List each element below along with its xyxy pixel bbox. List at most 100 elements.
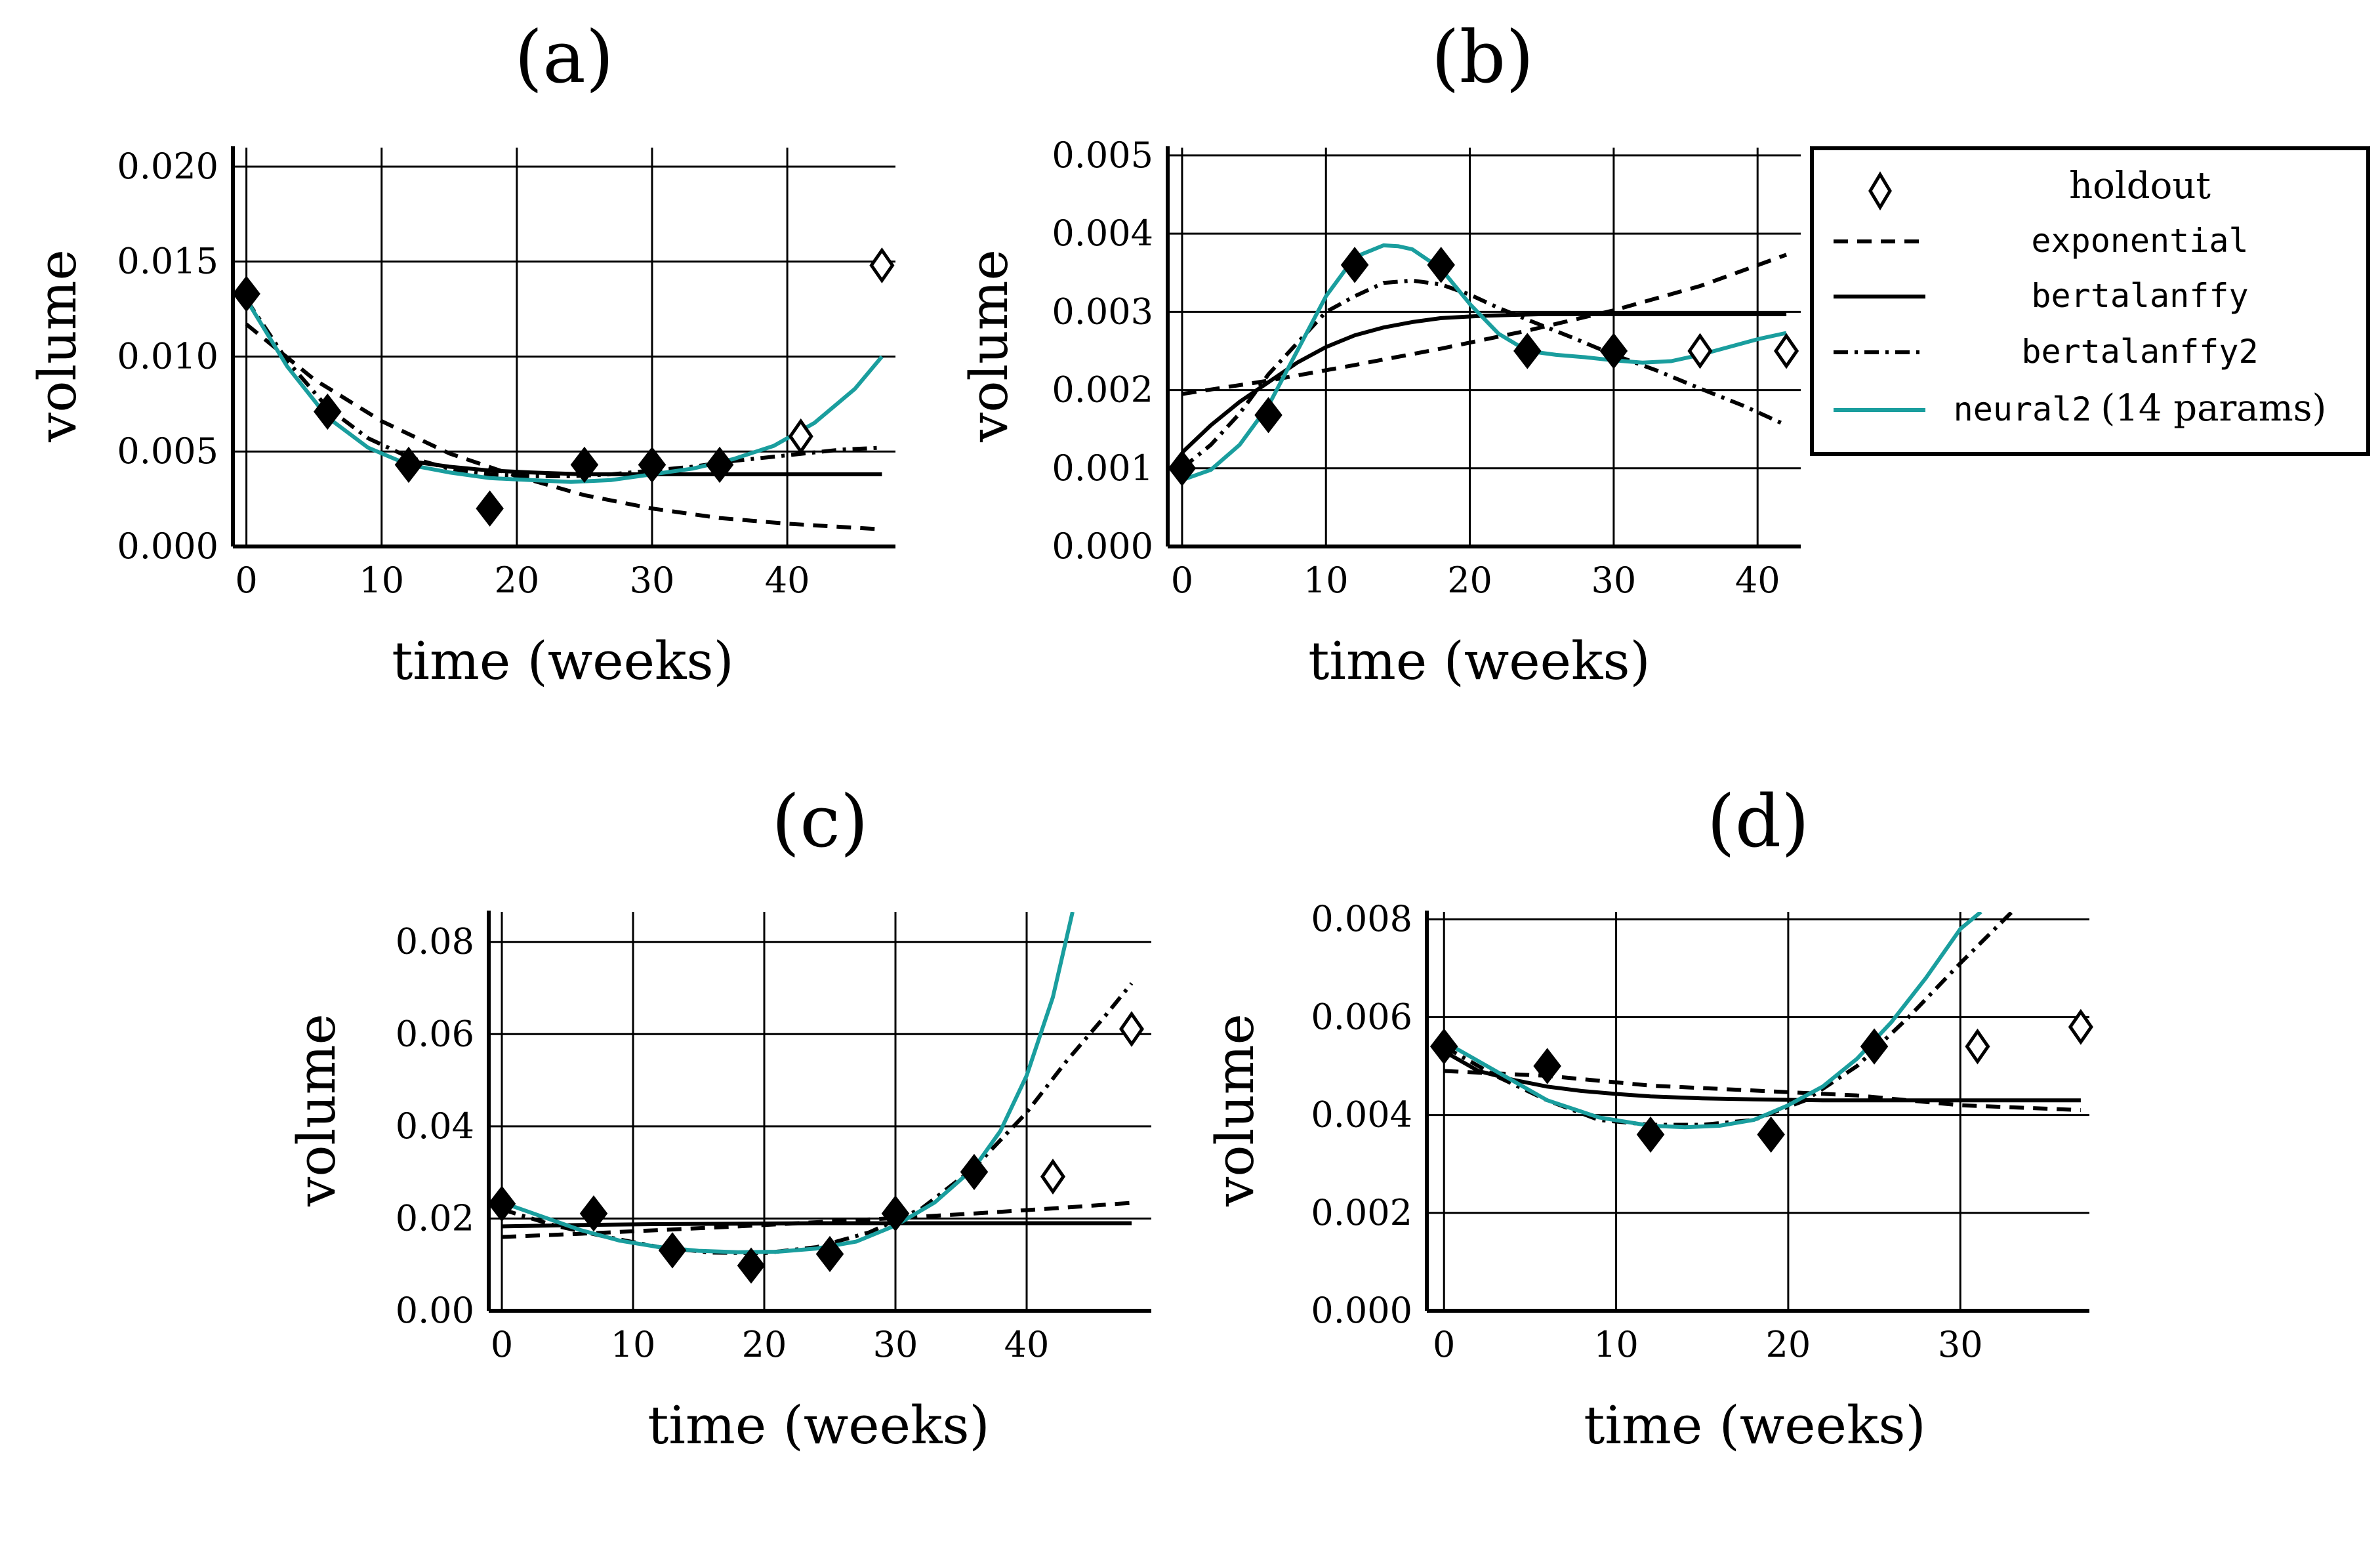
panel-b-bertalanffy2-curve bbox=[1181, 278, 1788, 470]
panel-c-ylabel: volume bbox=[286, 1014, 347, 1207]
panel-d: (d) 0 10 20 30 0.000 0.002 0.004 0.006 0.008 tim… bbox=[1204, 779, 2093, 1456]
panel-d-title: (d) bbox=[1707, 779, 1809, 863]
panel-c-markers bbox=[487, 1011, 1145, 1284]
legend-holdout-marker bbox=[1868, 171, 1892, 211]
panel-c-xtick-label-1: 10 bbox=[611, 1324, 656, 1365]
panel-c-ytick-label-2: 0.04 bbox=[396, 1105, 474, 1147]
panel-a-exponential-curve bbox=[245, 322, 882, 531]
panel-d-axes bbox=[1425, 911, 2089, 1313]
panel-a-xtick-label-2: 20 bbox=[494, 560, 539, 601]
panel-c-observed-point-3 bbox=[737, 1247, 766, 1284]
panel-a-title: (a) bbox=[514, 15, 613, 99]
panel-d-ytick-label-1: 0.002 bbox=[1311, 1192, 1412, 1233]
panel-d-xtick-label-2: 20 bbox=[1766, 1324, 1811, 1365]
legend-exponential-label: exponential bbox=[2031, 222, 2248, 260]
panel-a-ytick-label-0: 0.000 bbox=[117, 525, 218, 567]
panel-b-ticks: 0 10 20 30 40 0.000 0.001 0.002 0.003 0.004 0.005 bbox=[1052, 134, 1780, 601]
panel-b-observed-point-5 bbox=[1599, 333, 1628, 369]
panel-c-xtick-label-4: 40 bbox=[1004, 1324, 1050, 1365]
legend-neural2-name: neural2 bbox=[1954, 390, 2092, 428]
panel-c-observed-point-1 bbox=[579, 1195, 608, 1232]
panel-a-ylabel: volume bbox=[27, 249, 88, 443]
panel-d-grid bbox=[1427, 912, 2089, 1311]
panel-d-xtick-label-0: 0 bbox=[1433, 1324, 1455, 1365]
panel-a-axes bbox=[231, 146, 895, 548]
panel-c-bertalanffy2-curve bbox=[501, 982, 1134, 1256]
panel-c-series bbox=[501, 912, 1134, 1256]
panel-c-ytick-label-1: 0.02 bbox=[396, 1197, 474, 1239]
panel-c-xtick-label-3: 30 bbox=[873, 1324, 918, 1365]
panel-d-ytick-label-2: 0.004 bbox=[1311, 1094, 1412, 1136]
panel-b-ytick-label-2: 0.002 bbox=[1052, 369, 1153, 411]
panel-b-xtick-label-0: 0 bbox=[1171, 560, 1193, 601]
panel-b-holdout-point-1 bbox=[1774, 333, 1799, 369]
panel-c: (c) 0 10 20 30 40 0.00 0.02 0.04 0.06 0.08 time (… bbox=[286, 779, 1151, 1456]
panel-d-ytick-label-0: 0.000 bbox=[1311, 1290, 1412, 1331]
panel-b-observed-point-2 bbox=[1340, 247, 1369, 283]
panel-b-observed-point-4 bbox=[1513, 333, 1542, 369]
panel-d-xlabel: time (weeks) bbox=[1584, 1395, 1925, 1456]
panel-c-axes bbox=[487, 911, 1151, 1313]
panel-d-xtick-label-1: 10 bbox=[1593, 1324, 1639, 1365]
panel-c-observed-point-2 bbox=[658, 1232, 687, 1269]
panel-c-observed-point-4 bbox=[815, 1235, 844, 1273]
panel-d-ytick-label-4: 0.008 bbox=[1311, 898, 1412, 939]
panel-a-observed-point-1 bbox=[314, 393, 342, 430]
panel-c-holdout-point-0 bbox=[1040, 1159, 1066, 1195]
panel-c-title: (c) bbox=[771, 779, 868, 863]
panel-d-xtick-label-3: 30 bbox=[1938, 1324, 1983, 1365]
legend: holdout exponential bertalanffy bertalan… bbox=[1810, 146, 2370, 456]
panel-a-bertalanffy2-curve bbox=[245, 298, 882, 478]
panel-b-ytick-label-5: 0.005 bbox=[1052, 134, 1153, 176]
panel-a-observed-point-2 bbox=[394, 446, 423, 484]
panel-b-xtick-label-4: 40 bbox=[1735, 560, 1780, 601]
panel-b-holdout-point-0 bbox=[1687, 333, 1713, 369]
panel-c-neural2-curve bbox=[501, 912, 1075, 1254]
panel-a-holdout-point-1 bbox=[869, 247, 895, 283]
panel-d-markers bbox=[1429, 1008, 2093, 1153]
panel-a-ticks: 0 10 20 30 40 0.000 0.005 0.010 0.015 0.020 bbox=[117, 146, 810, 601]
legend-neural2-params: (14 params) bbox=[2101, 387, 2326, 430]
panel-b-observed-point-3 bbox=[1427, 247, 1455, 283]
panel-a-xlabel: time (weeks) bbox=[392, 630, 733, 691]
panel-d-observed-point-0 bbox=[1429, 1028, 1458, 1065]
panel-a-markers bbox=[232, 247, 895, 527]
panel-b-ylabel: volume bbox=[958, 249, 1019, 443]
panel-d-observed-point-4 bbox=[1860, 1028, 1889, 1065]
panel-a-grid bbox=[233, 148, 895, 546]
panel-c-grid bbox=[489, 912, 1151, 1311]
panel-a-ytick-label-3: 0.015 bbox=[117, 241, 218, 282]
panel-a-xtick-label-3: 30 bbox=[630, 560, 675, 601]
panel-d-holdout-point-0 bbox=[1965, 1028, 1990, 1065]
panel-a-observed-point-3 bbox=[476, 490, 504, 527]
panel-c-ytick-label-3: 0.06 bbox=[396, 1013, 474, 1054]
panel-c-holdout-point-1 bbox=[1118, 1011, 1145, 1047]
legend-bertalanffy2-label: bertalanffy2 bbox=[2021, 333, 2258, 371]
panel-d-ylabel: volume bbox=[1204, 1014, 1265, 1207]
panel-c-observed-point-6 bbox=[960, 1153, 989, 1191]
panel-a-observed-point-4 bbox=[570, 446, 599, 484]
panel-d-series bbox=[1443, 912, 2082, 1130]
panel-b: (b) 0 10 20 30 40 0.000 0.001 0.002 0.003 0.004 0.… bbox=[958, 15, 1801, 691]
panel-b-ytick-label-4: 0.004 bbox=[1052, 213, 1153, 254]
panel-b-axes bbox=[1166, 146, 1801, 548]
panel-b-xlabel: time (weeks) bbox=[1308, 630, 1650, 691]
panel-b-xtick-label-2: 20 bbox=[1447, 560, 1492, 601]
panel-c-observed-point-0 bbox=[487, 1185, 516, 1222]
panel-c-xtick-label-0: 0 bbox=[491, 1324, 513, 1365]
panel-c-observed-point-5 bbox=[881, 1195, 910, 1232]
panel-a-observed-point-0 bbox=[232, 276, 260, 312]
panel-a-holdout-point-0 bbox=[788, 418, 813, 455]
panel-b-observed-point-1 bbox=[1254, 397, 1282, 434]
panel-a-observed-point-5 bbox=[638, 446, 667, 484]
panel-d-neural2-curve bbox=[1443, 912, 1982, 1130]
panel-a-ytick-label-1: 0.005 bbox=[117, 430, 218, 472]
panel-c-ytick-label-0: 0.00 bbox=[396, 1290, 474, 1331]
panel-b-ytick-label-0: 0.000 bbox=[1052, 525, 1153, 567]
panel-d-exponential-curve bbox=[1444, 1069, 2082, 1113]
panel-b-xtick-label-3: 30 bbox=[1591, 560, 1637, 601]
panel-d-observed-point-3 bbox=[1757, 1116, 1785, 1153]
legend-frame bbox=[1810, 146, 2370, 456]
panel-a-ytick-label-4: 0.020 bbox=[117, 146, 218, 187]
